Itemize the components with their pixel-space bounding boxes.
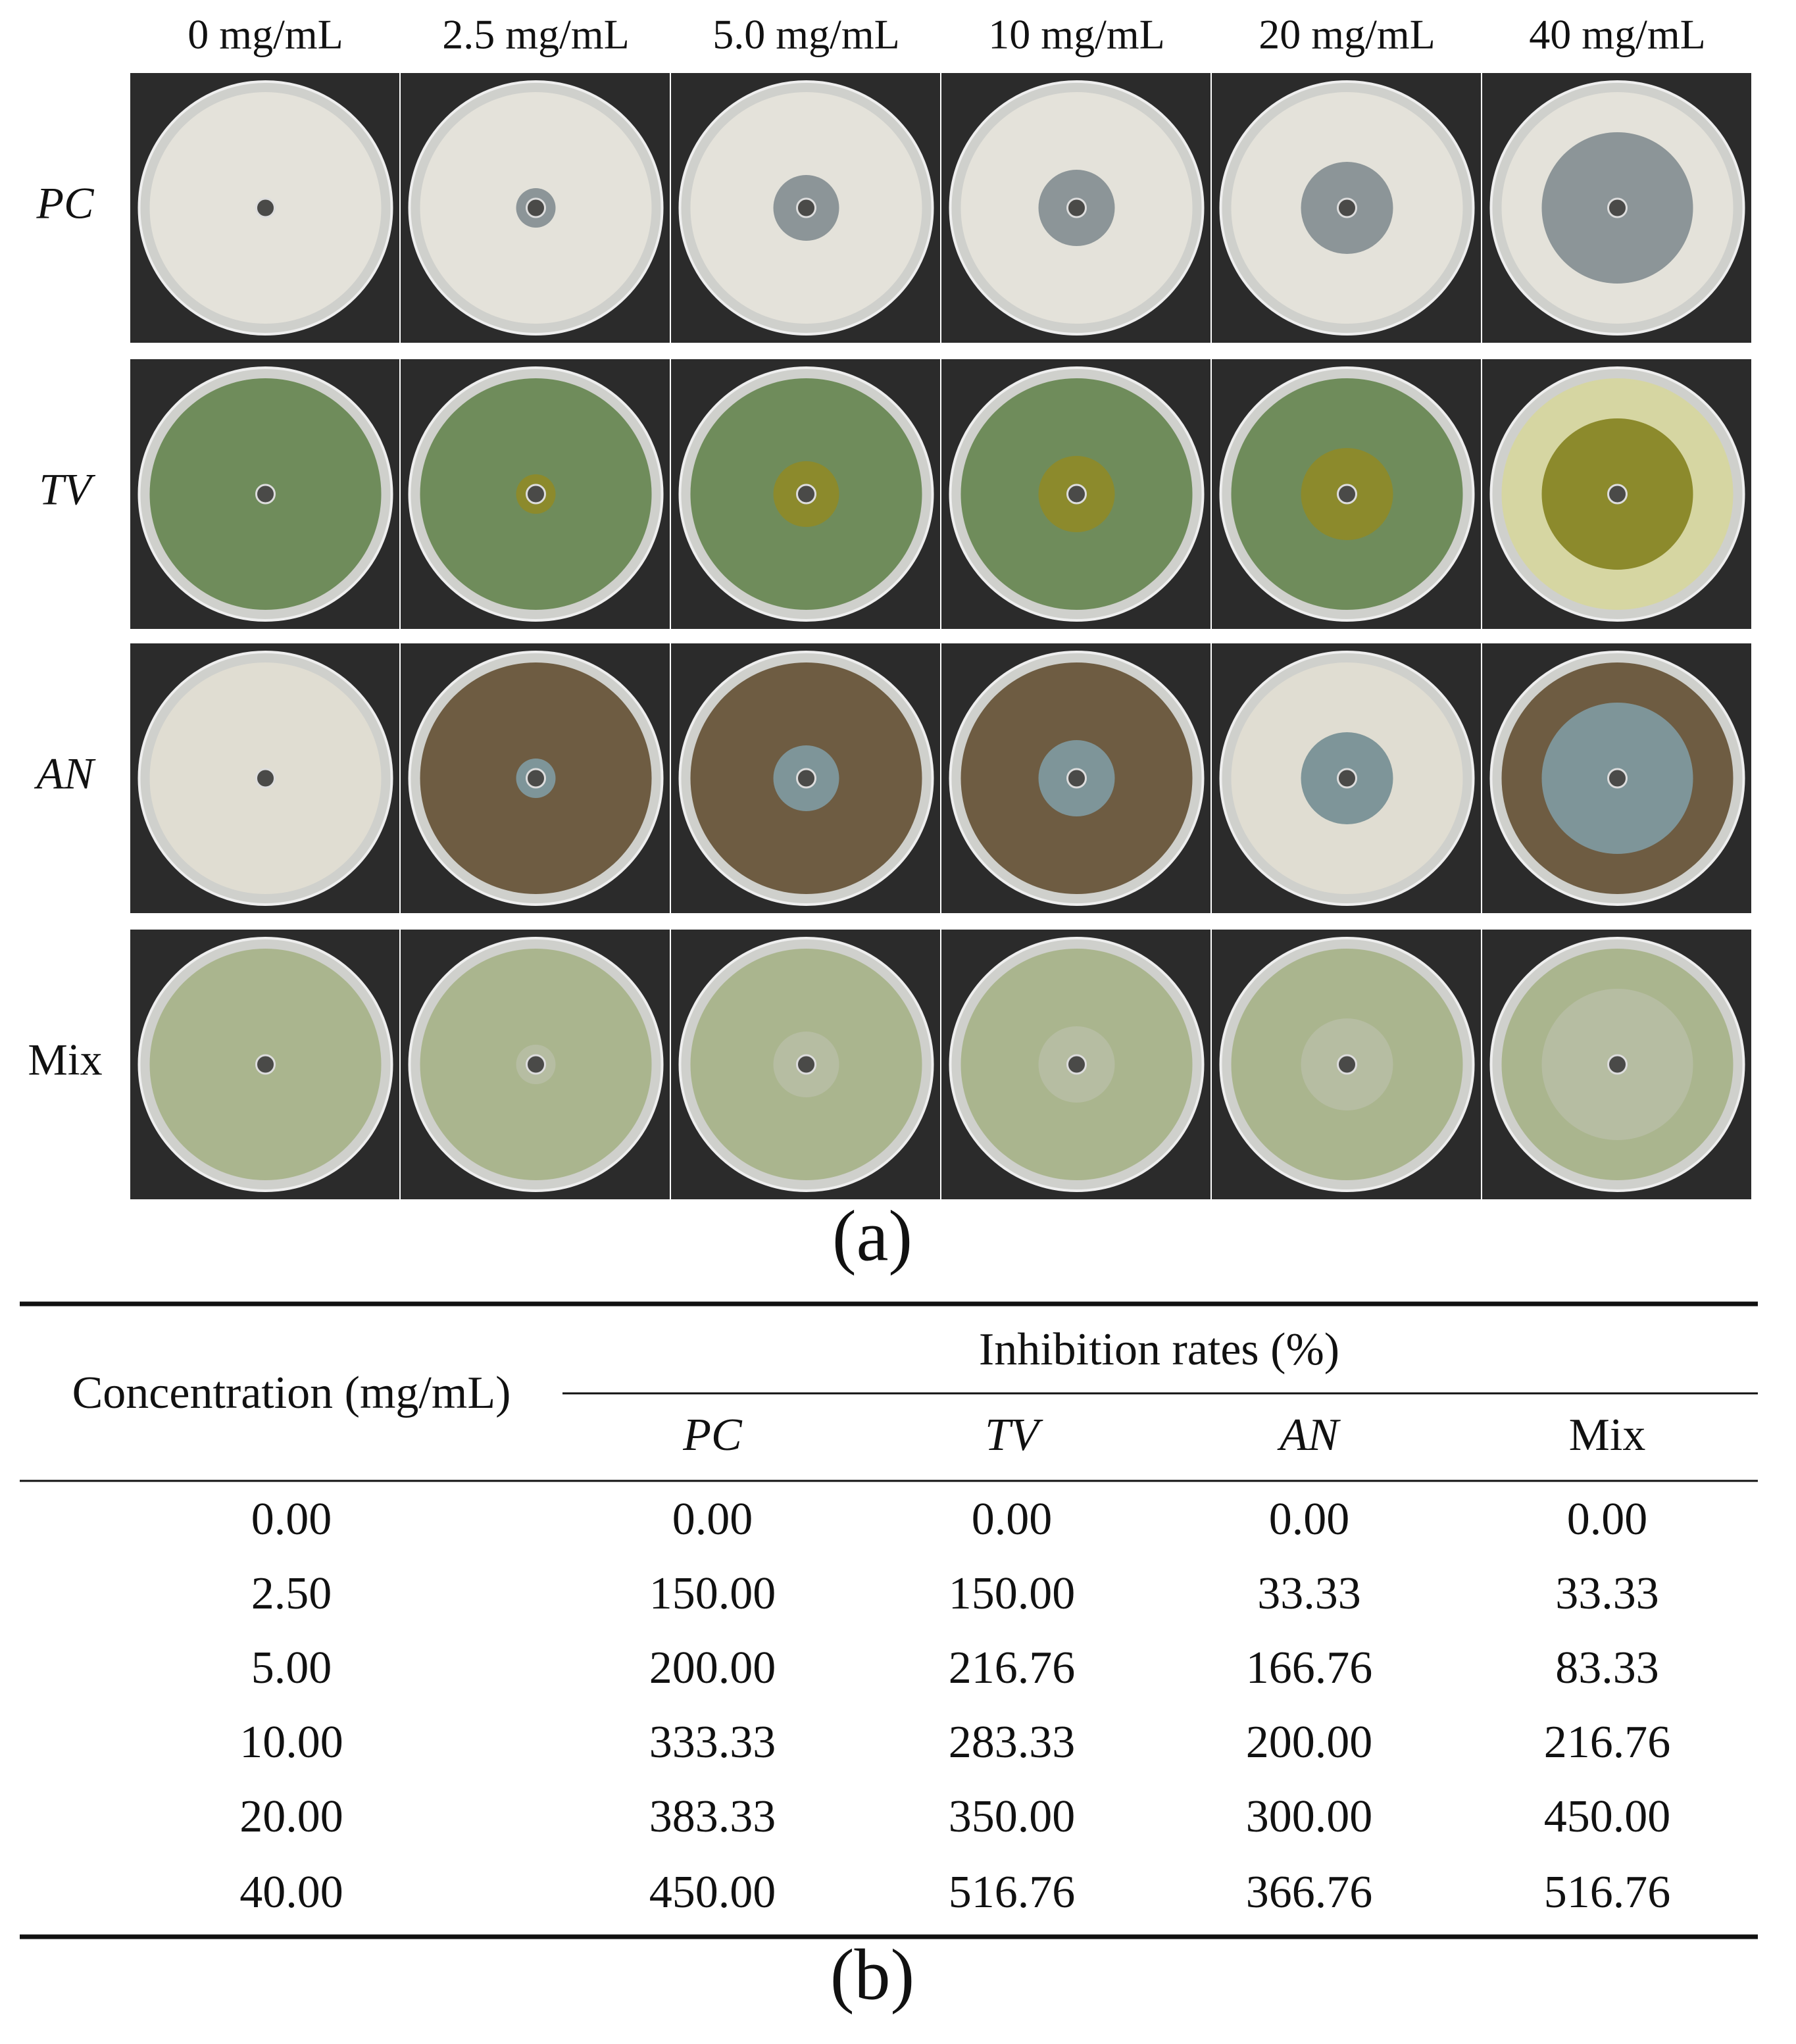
- column-header: 10 mg/mL: [988, 11, 1164, 58]
- table-cell: 83.33: [1555, 1643, 1659, 1693]
- well: [796, 768, 816, 789]
- table-cell: 33.33: [1257, 1568, 1361, 1619]
- table-cell: 450.00: [649, 1867, 776, 1918]
- column-header: Mix: [1569, 1410, 1646, 1460]
- row-label: Mix: [28, 1035, 102, 1085]
- well: [796, 197, 816, 218]
- table-cell: 200.00: [649, 1643, 776, 1693]
- row-label: AN: [34, 749, 97, 799]
- table-cell: 150.00: [649, 1568, 776, 1619]
- well: [796, 484, 816, 505]
- table-cell: 150.00: [949, 1568, 1076, 1619]
- column-header: 2.5 mg/mL: [442, 11, 629, 58]
- well: [1066, 768, 1087, 789]
- column-header: 20 mg/mL: [1259, 11, 1435, 58]
- table-cell: 516.76: [1544, 1867, 1671, 1918]
- well: [255, 484, 276, 505]
- table-cell: 40.00: [239, 1867, 343, 1918]
- well: [1066, 484, 1087, 505]
- well: [1066, 197, 1087, 218]
- column-header: TV: [985, 1410, 1043, 1460]
- table-cell: 0.00: [972, 1494, 1053, 1545]
- column-header: 0 mg/mL: [187, 11, 343, 58]
- well: [1607, 1054, 1628, 1075]
- column-header: 5.0 mg/mL: [712, 11, 899, 58]
- table-cell: 333.33: [649, 1717, 776, 1768]
- table-cell: 0.00: [672, 1494, 753, 1545]
- table-cell: 10.00: [239, 1717, 343, 1768]
- table-cell: 283.33: [949, 1717, 1076, 1768]
- group-header: Inhibition rates (%): [979, 1324, 1339, 1375]
- well: [1337, 1054, 1357, 1075]
- well: [526, 484, 546, 505]
- well: [1337, 768, 1357, 789]
- table-cell: 216.76: [1544, 1717, 1671, 1768]
- table-cell: 516.76: [949, 1867, 1076, 1918]
- table-cell: 350.00: [949, 1791, 1076, 1842]
- first-header: Concentration (mg/mL): [72, 1368, 511, 1418]
- well: [255, 768, 276, 789]
- table-cell: 5.00: [251, 1643, 332, 1693]
- column-header: PC: [682, 1410, 743, 1460]
- well: [255, 197, 276, 218]
- table-cell: 366.76: [1246, 1867, 1373, 1918]
- well: [1337, 197, 1357, 218]
- column-header: AN: [1277, 1410, 1341, 1460]
- table-cell: 2.50: [251, 1568, 332, 1619]
- table-cell: 20.00: [239, 1791, 343, 1842]
- column-header: 40 mg/mL: [1529, 11, 1705, 58]
- table-cell: 200.00: [1246, 1717, 1373, 1768]
- well: [526, 1054, 546, 1075]
- well: [1066, 1054, 1087, 1075]
- well: [255, 1054, 276, 1075]
- well: [526, 197, 546, 218]
- table-cell: 300.00: [1246, 1791, 1373, 1842]
- well: [1607, 768, 1628, 789]
- panel-label: (a): [832, 1195, 912, 1276]
- row-label: TV: [39, 464, 96, 514]
- well: [1607, 484, 1628, 505]
- table-cell: 166.76: [1246, 1643, 1373, 1693]
- well: [1337, 484, 1357, 505]
- table-cell: 450.00: [1544, 1791, 1671, 1842]
- table-cell: 216.76: [949, 1643, 1076, 1693]
- table-cell: 33.33: [1555, 1568, 1659, 1619]
- panel-label: (b): [830, 1934, 914, 2014]
- table-cell: 383.33: [649, 1791, 776, 1842]
- well: [796, 1054, 816, 1075]
- well: [1607, 197, 1628, 218]
- table-cell: 0.00: [1567, 1494, 1648, 1545]
- table-cell: 0.00: [1269, 1494, 1350, 1545]
- row-label: PC: [36, 178, 95, 228]
- table-cell: 0.00: [251, 1494, 332, 1545]
- well: [526, 768, 546, 789]
